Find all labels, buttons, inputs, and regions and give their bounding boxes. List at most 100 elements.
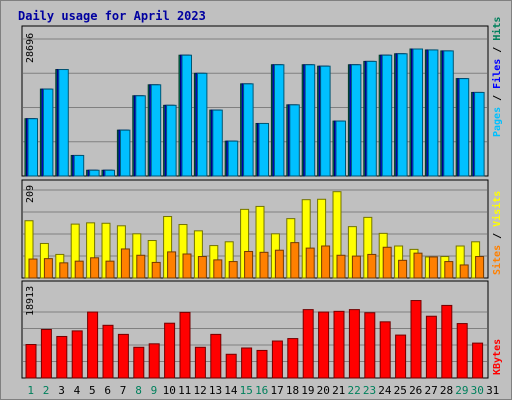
bar-sites-day-9 — [151, 261, 161, 279]
bar-pages-day-28 — [443, 50, 454, 177]
bar-sites-day-13 — [213, 259, 223, 279]
legend-visits: Visits — [491, 191, 503, 227]
day-label-1: 1 — [27, 384, 34, 397]
bar-sites-day-14 — [228, 261, 238, 279]
panel-3-gridlines — [23, 311, 487, 362]
day-label-17: 17 — [270, 384, 283, 397]
panel-1-max-label: 28696 — [25, 33, 36, 63]
bar-pages-day-9 — [150, 84, 162, 177]
bar-sites-day-19 — [305, 247, 315, 279]
day-label-20: 20 — [317, 384, 330, 397]
bar-pages-day-11 — [181, 54, 192, 177]
bar-sites-day-22 — [351, 255, 361, 279]
panel-3-max-label: 18913 — [25, 286, 36, 316]
bar-sites-day-26 — [413, 252, 423, 279]
panel-3-bars — [25, 300, 484, 379]
panel-2-legend: Sites / Visits — [491, 191, 503, 275]
bar-sites-day-8 — [136, 254, 146, 279]
day-label-29: 29 — [455, 384, 468, 397]
bar-sites-day-27 — [428, 256, 438, 279]
bar-pages-day-16 — [258, 122, 269, 177]
bar-kbytes-day-25 — [395, 334, 407, 379]
bar-pages-day-3 — [58, 69, 69, 177]
bar-kbytes-day-8 — [133, 346, 145, 379]
bar-pages-day-17 — [273, 64, 285, 177]
bar-sites-day-1 — [28, 258, 38, 279]
bar-pages-day-12 — [196, 72, 208, 177]
bar-pages-day-4 — [73, 154, 85, 177]
day-label-31: 31 — [486, 384, 499, 397]
bar-sites-day-21 — [336, 254, 346, 279]
day-axis-labels: 1 2 3 4 5 6 7 8 9 10 11 12 13 14 15 16 17 18 19 20 21 22 23 24 2… — [27, 384, 499, 397]
bar-pages-day-24 — [381, 54, 393, 177]
bar-kbytes-day-15 — [241, 347, 253, 379]
bar-sites-day-3 — [59, 262, 69, 279]
panel-visits-sites: 209 Sites / Visits — [21, 179, 503, 279]
day-label-12: 12 — [193, 384, 206, 397]
bar-kbytes-day-11 — [179, 311, 191, 379]
bar-pages-day-25 — [397, 53, 408, 177]
day-label-13: 13 — [209, 384, 222, 397]
day-label-11: 11 — [178, 384, 191, 397]
day-label-19: 19 — [301, 384, 314, 397]
bar-kbytes-day-19 — [302, 309, 314, 379]
day-label-9: 9 — [151, 384, 158, 397]
bar-pages-day-20 — [320, 65, 331, 177]
day-label-5: 5 — [89, 384, 96, 397]
bar-kbytes-day-6 — [102, 324, 114, 379]
day-label-23: 23 — [363, 384, 376, 397]
bar-kbytes-day-14 — [225, 353, 237, 379]
day-label-16: 16 — [255, 384, 268, 397]
bar-sites-day-15 — [244, 250, 254, 279]
bar-sites-day-24 — [382, 246, 392, 279]
bar-kbytes-day-4 — [71, 330, 83, 379]
bar-sites-day-17 — [274, 249, 284, 279]
bar-kbytes-day-2 — [40, 328, 52, 379]
bar-kbytes-day-5 — [87, 311, 99, 379]
bar-kbytes-day-24 — [379, 321, 391, 379]
day-label-24: 24 — [378, 384, 392, 397]
bar-pages-day-5 — [89, 169, 100, 177]
bar-pages-day-13 — [212, 109, 223, 177]
day-label-22: 22 — [347, 384, 360, 397]
legend-kbytes: KBytes — [492, 339, 503, 375]
bar-kbytes-day-7 — [117, 333, 129, 379]
bar-kbytes-day-1 — [25, 343, 37, 379]
day-label-30: 30 — [471, 384, 484, 397]
bar-pages-day-1 — [27, 118, 38, 177]
day-label-3: 3 — [58, 384, 65, 397]
bar-kbytes-day-12 — [194, 346, 206, 379]
panel-1-legend: Pages / Files / Hits — [491, 17, 503, 137]
bar-sites-day-11 — [182, 253, 192, 279]
bar-kbytes-day-28 — [441, 304, 453, 379]
day-label-10: 10 — [163, 384, 176, 397]
day-label-28: 28 — [440, 384, 453, 397]
panel-kbytes: 18913 KBytes — [21, 280, 503, 379]
bar-kbytes-day-18 — [287, 338, 299, 379]
panel-3-legend: KBytes — [492, 339, 503, 375]
bar-kbytes-day-20 — [318, 311, 330, 379]
panel-1-bars — [24, 48, 485, 177]
bar-kbytes-day-26 — [410, 300, 422, 379]
panel-2-max-label: 209 — [25, 185, 36, 203]
bar-pages-day-7 — [119, 129, 131, 177]
bar-kbytes-day-23 — [364, 312, 376, 379]
day-label-4: 4 — [74, 384, 81, 397]
bar-kbytes-day-30 — [472, 342, 484, 379]
legend-files: Files — [491, 59, 503, 89]
bar-sites-day-6 — [105, 260, 115, 279]
day-label-27: 27 — [424, 384, 437, 397]
bar-pages-day-18 — [289, 104, 300, 177]
day-label-8: 8 — [135, 384, 142, 397]
bar-kbytes-day-27 — [425, 315, 437, 379]
legend-sites: Sites — [491, 245, 503, 275]
bar-pages-day-8 — [135, 95, 146, 177]
bar-sites-day-2 — [43, 258, 53, 279]
bar-sites-day-23 — [367, 253, 377, 279]
bar-pages-day-15 — [243, 83, 254, 177]
day-label-21: 21 — [332, 384, 345, 397]
bar-pages-day-19 — [304, 64, 316, 177]
bar-kbytes-day-21 — [333, 310, 345, 379]
chart-title: Daily usage for April 2023 — [18, 9, 206, 23]
